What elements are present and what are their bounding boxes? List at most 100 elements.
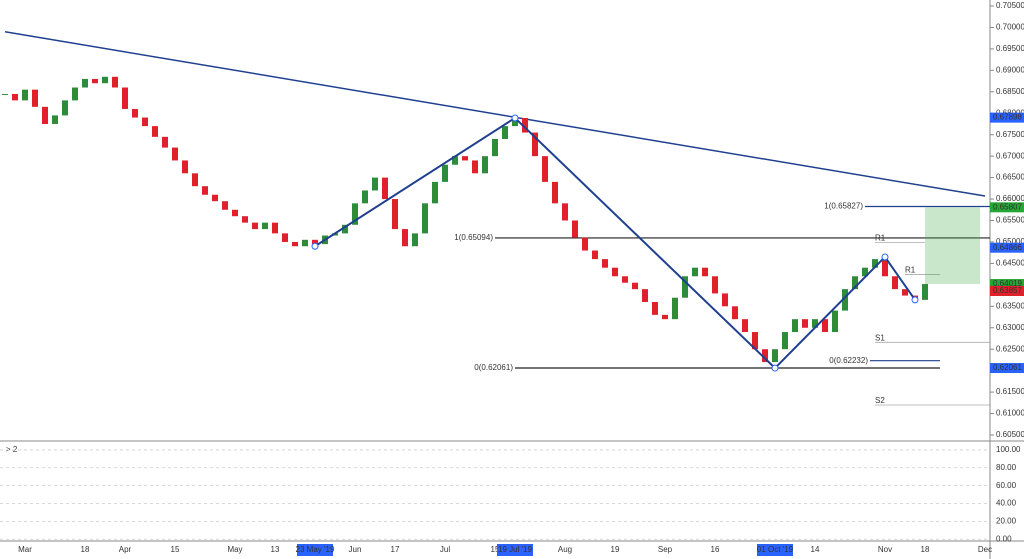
x-tick-label: Nov	[878, 545, 892, 554]
x-tick-label: May	[227, 545, 242, 554]
candle	[902, 289, 908, 296]
candle	[892, 276, 898, 290]
candle	[772, 349, 778, 363]
y-tick-label: 0.61500	[996, 387, 1024, 396]
x-tick-label: 15	[491, 545, 500, 554]
candle	[662, 314, 668, 320]
osc-tick-label: 0.00	[996, 534, 1012, 543]
candle	[382, 177, 388, 200]
candle	[82, 78, 88, 88]
candle	[72, 87, 78, 101]
candle	[12, 93, 18, 101]
y-tick-label: 0.67000	[996, 151, 1024, 160]
x-tag	[757, 544, 793, 556]
candle	[532, 132, 538, 157]
x-tag	[497, 544, 533, 556]
candle	[722, 293, 728, 307]
candle	[862, 267, 868, 277]
x-tick-label: 19	[611, 545, 620, 554]
price-tag-label: 0.62061	[993, 363, 1022, 372]
x-tick-label: 15	[171, 545, 180, 554]
candle	[142, 117, 148, 127]
candle	[882, 259, 888, 277]
candle	[292, 241, 298, 247]
y-tick-label: 0.70000	[996, 23, 1024, 32]
x-tick-label: 01 Oct '19	[757, 545, 794, 554]
candle	[172, 147, 178, 161]
x-tick-label: 18	[81, 545, 90, 554]
candle	[342, 224, 348, 234]
candle	[462, 156, 468, 161]
candle	[122, 87, 128, 109]
y-tick-label: 0.61000	[996, 409, 1024, 418]
candle	[732, 306, 738, 320]
x-tick-label: Jul	[440, 545, 450, 554]
x-tick-label: Dec	[978, 545, 992, 554]
x-tag	[297, 544, 333, 556]
candle	[252, 222, 258, 230]
y-tick-label: 0.65000	[996, 237, 1024, 246]
price-tag	[990, 112, 1024, 123]
candle	[592, 250, 598, 260]
candle	[32, 89, 38, 107]
price-tag-label: 0.63857	[993, 286, 1022, 295]
fib-label: 1(0.65094)	[454, 233, 493, 242]
candle	[352, 203, 358, 225]
osc-tick-label: 60.00	[996, 481, 1017, 490]
candle	[402, 229, 408, 247]
fib-label: 0(0.62061)	[474, 363, 513, 372]
candle	[392, 199, 398, 230]
price-tag-label: 0.67898	[993, 113, 1022, 122]
candle	[112, 76, 118, 88]
target-zone	[925, 207, 980, 285]
candle	[472, 160, 478, 174]
candle	[312, 239, 318, 245]
x-tick-label: Jun	[349, 545, 362, 554]
pivot-label: S2	[875, 396, 885, 405]
y-tick-label: 0.64500	[996, 259, 1024, 268]
pivot-point	[511, 114, 519, 122]
candle	[182, 160, 188, 174]
candle	[802, 319, 808, 328]
candle	[92, 78, 98, 84]
candle	[822, 319, 828, 333]
pivot-label: R1	[875, 233, 886, 242]
candle	[452, 156, 458, 165]
pivot-label: R1	[905, 266, 916, 275]
y-tick-label: 0.63000	[996, 323, 1024, 332]
pivot-point	[771, 364, 779, 372]
candle	[192, 173, 198, 187]
candle	[42, 106, 48, 124]
candle	[812, 319, 818, 328]
y-tick-label: 0.60500	[996, 430, 1024, 439]
x-tick-label: Apr	[119, 545, 132, 554]
candle	[692, 267, 698, 277]
x-tick-label: Mar	[18, 545, 32, 554]
y-tick-label: 0.68500	[996, 87, 1024, 96]
x-tick-label: 16	[711, 545, 720, 554]
candle	[602, 259, 608, 268]
candle	[442, 164, 448, 182]
candle	[832, 310, 838, 333]
candle	[842, 289, 848, 311]
candle	[852, 276, 858, 290]
candle	[682, 276, 688, 298]
x-tick-label: Aug	[558, 545, 572, 554]
x-tick-label: 13	[271, 545, 280, 554]
price-tag-label: 0.64866	[993, 243, 1022, 252]
candle	[202, 186, 208, 195]
pivot-point	[881, 253, 889, 261]
pivot-point	[311, 242, 319, 250]
candle	[52, 115, 58, 124]
candle	[62, 100, 68, 116]
candle	[672, 297, 678, 320]
osc-tick-label: 40.00	[996, 499, 1017, 508]
price-tag	[990, 279, 1024, 290]
candle	[102, 76, 108, 84]
candle	[232, 209, 238, 217]
price-tag-label: 0.64019	[993, 279, 1022, 288]
price-tag	[990, 363, 1024, 374]
candle	[372, 177, 378, 191]
y-tick-label: 0.70500	[996, 1, 1024, 10]
x-tick-label: Sep	[658, 545, 673, 554]
